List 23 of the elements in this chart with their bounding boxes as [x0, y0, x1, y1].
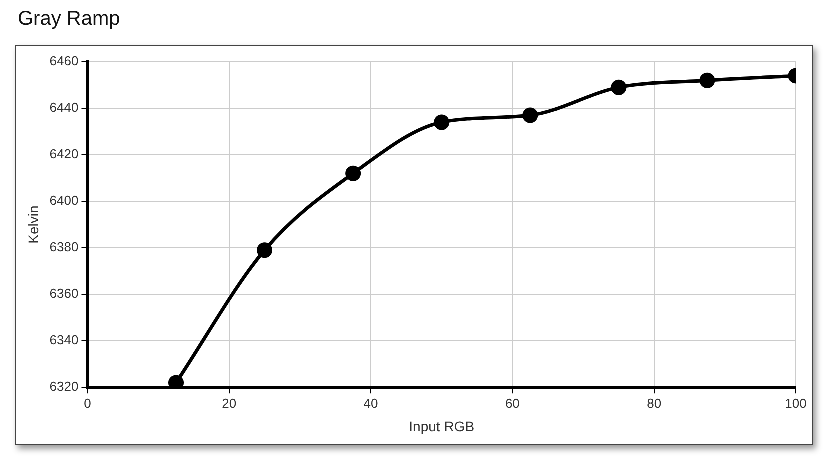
point	[700, 72, 716, 88]
y-tick-label: 6320	[50, 379, 79, 394]
y-tick-label: 6380	[50, 240, 79, 255]
x-tick-label: 40	[364, 396, 378, 411]
point	[346, 166, 362, 182]
x-tick-label: 20	[222, 396, 237, 411]
x-tick-label: 0	[84, 396, 92, 411]
y-tick-label: 6420	[50, 146, 79, 162]
x-tick-label: 100	[785, 396, 807, 411]
point	[522, 108, 538, 124]
y-tick-label: 6400	[50, 193, 79, 208]
x-tick-label: 60	[505, 396, 520, 411]
chart-title: Gray Ramp	[18, 8, 122, 31]
y-axis-title: Kelvin	[25, 206, 42, 244]
y-tick-label: 6460	[50, 54, 79, 69]
y-tick-label: 6360	[50, 286, 79, 302]
x-tick-label: 80	[647, 396, 662, 411]
point	[257, 242, 273, 258]
y-tick-label: 6440	[50, 100, 79, 116]
point	[434, 114, 450, 130]
point	[611, 80, 627, 96]
y-tick-label: 6340	[50, 332, 79, 348]
x-axis-title: Input RGB	[409, 418, 475, 434]
